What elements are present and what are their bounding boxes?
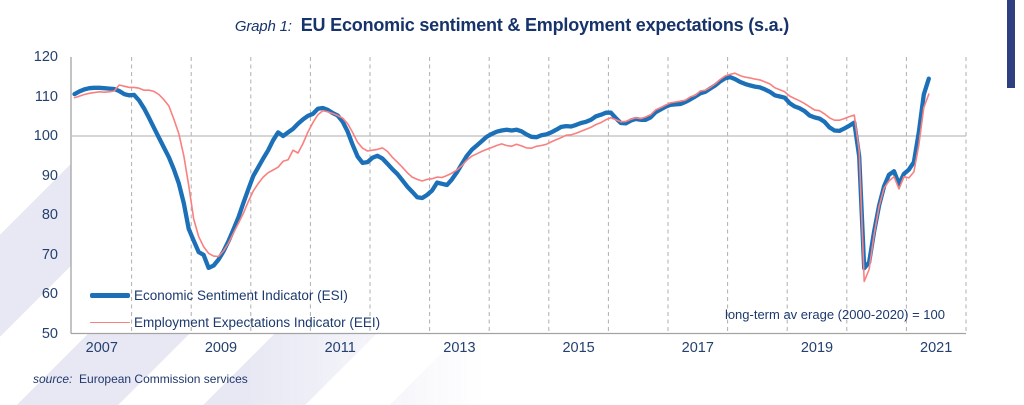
y-tick-label: 80 — [41, 207, 58, 223]
esi-legend-label: Economic Sentiment Indicator (ESI) — [134, 288, 348, 303]
y-tick-label: 110 — [34, 88, 58, 105]
x-tick-label: 2011 — [324, 340, 356, 356]
chart-title: Graph 1: EU Economic sentiment & Employm… — [0, 15, 1024, 36]
x-tick-label: 2021 — [920, 340, 953, 356]
long-term-average-note: long-term av erage (2000-2020) = 100 — [724, 307, 945, 322]
y-tick-label: 70 — [41, 246, 58, 263]
source-note: source: European Commission services — [33, 372, 248, 386]
legend-item-eei: Employment Expectations Indicator (EEI) — [90, 309, 380, 336]
plot-background — [71, 57, 966, 334]
page-edge-decoration — [1007, 0, 1015, 88]
eei-series-line — [73, 72, 930, 283]
legend-item-esi: Economic Sentiment Indicator (ESI) — [90, 282, 380, 309]
x-tick-label: 2015 — [562, 340, 595, 356]
y-tick-label: 120 — [33, 49, 58, 65]
chart-title-text: EU Economic sentiment & Employment expec… — [300, 15, 790, 35]
y-tick-label: 60 — [41, 286, 58, 302]
eei-legend-label: Employment Expectations Indicator (EEI) — [134, 315, 381, 330]
chart-title-prefix: Graph 1: — [234, 18, 292, 35]
x-tick-label: 2009 — [204, 340, 238, 356]
esi-line-swatch — [90, 293, 130, 298]
x-tick-label: 2013 — [443, 340, 476, 356]
source-prefix: source: — [33, 372, 73, 386]
x-tick-label: 2017 — [681, 340, 714, 356]
source-text: European Commission services — [79, 372, 248, 386]
x-tick-label: 2007 — [85, 340, 118, 356]
y-tick-label: 50 — [41, 325, 58, 342]
esi-series-line — [72, 74, 931, 271]
x-tick-label: 2019 — [800, 340, 834, 356]
y-tick-label: 100 — [33, 128, 58, 144]
y-tick-label: 90 — [41, 167, 58, 184]
eei-line-swatch — [90, 321, 130, 324]
chart-legend: Economic Sentiment Indicator (ESI) Emplo… — [90, 282, 380, 336]
